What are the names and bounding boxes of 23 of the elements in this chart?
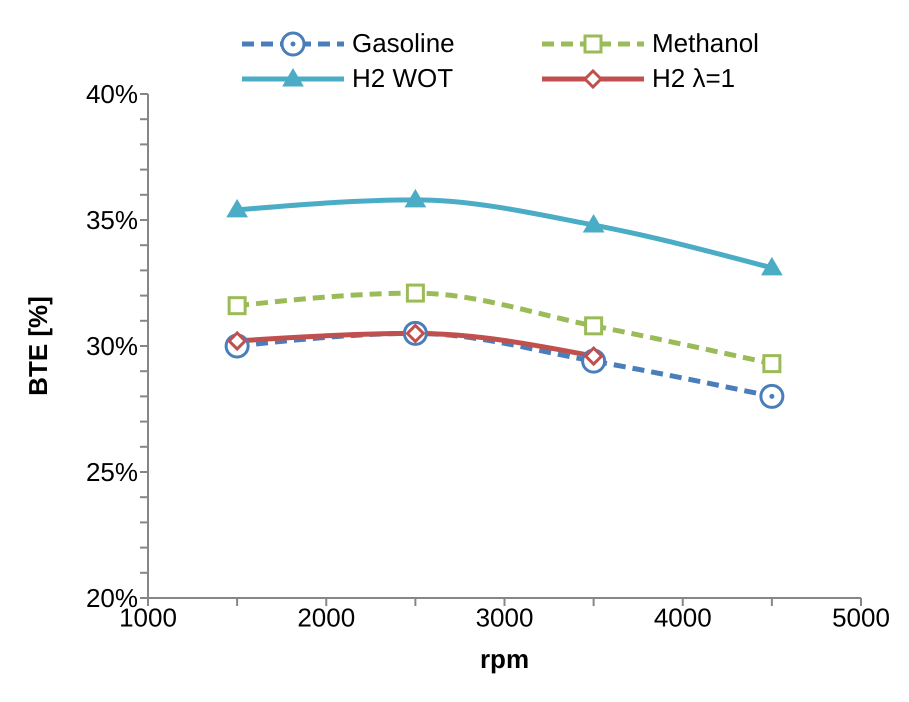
y-tick-label: 40% — [86, 79, 138, 110]
point — [226, 199, 248, 218]
point — [404, 189, 426, 208]
x-tick-label: 3000 — [476, 602, 534, 632]
point — [228, 296, 247, 316]
point — [584, 316, 604, 336]
y-tick-label: 25% — [86, 457, 138, 488]
x-tick-label: 5000 — [832, 602, 890, 632]
point — [762, 354, 782, 374]
point — [406, 284, 425, 303]
legend-label: Gasoline — [352, 28, 455, 59]
x-axis-title: rpm — [480, 644, 530, 674]
x-tick-label: 2000 — [297, 602, 356, 632]
point — [759, 384, 784, 409]
legend-label: H2 WOT — [352, 63, 454, 94]
x-tick-label: 4000 — [654, 602, 712, 632]
legend-label: H2 λ=1 — [652, 63, 736, 94]
point — [583, 214, 604, 233]
y-axis-title: BTE [%] — [23, 296, 54, 396]
legend-label: Methanol — [652, 28, 759, 59]
y-tick-label: 30% — [86, 331, 138, 362]
y-tick-label: 35% — [86, 205, 138, 236]
point — [761, 257, 782, 276]
